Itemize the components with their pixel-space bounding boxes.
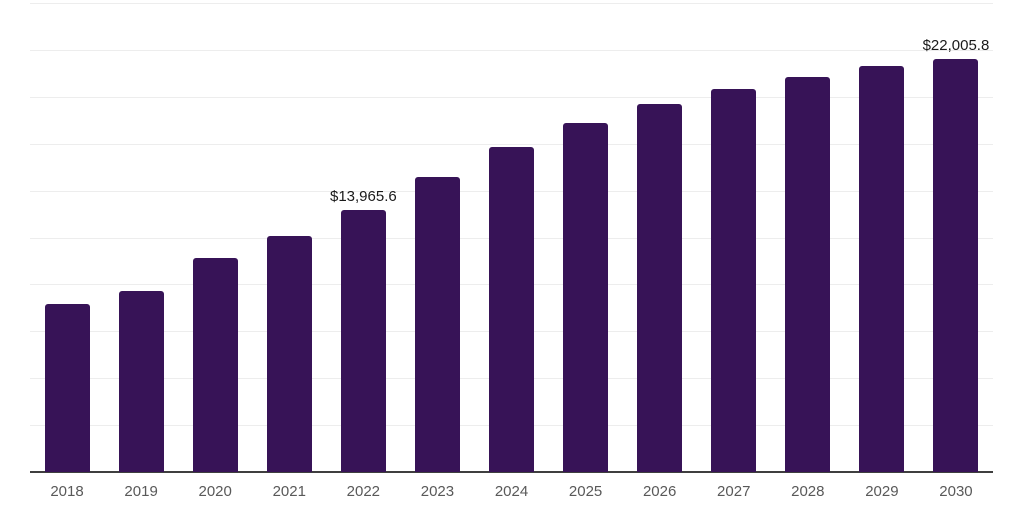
x-tick-label-2021: 2021	[272, 483, 306, 500]
x-tick-label-2028: 2028	[791, 483, 825, 500]
x-axis-labels: 2018 2019 2020 2021 2022 2023 2024 2025 2026 2027…	[30, 481, 993, 503]
x-tick-label-2023: 2023	[420, 483, 455, 500]
gridline	[30, 49, 993, 51]
gridline	[30, 96, 993, 98]
x-tick-label-2030: 2030	[939, 483, 973, 500]
bar-2025[interactable]	[563, 123, 609, 472]
x-tick-label-2027: 2027	[717, 483, 751, 500]
bar-2020[interactable]	[192, 258, 238, 472]
value-label-2022: $13,965.6	[329, 188, 397, 206]
x-tick-label-2018: 2018	[50, 483, 84, 500]
bar-2024[interactable]	[489, 147, 534, 472]
bar-2021[interactable]	[266, 236, 312, 472]
bar-2019[interactable]	[118, 291, 164, 472]
x-tick-label-2019: 2019	[124, 483, 158, 500]
bar-2027[interactable]	[711, 89, 757, 472]
bar-2026[interactable]	[637, 104, 683, 472]
bar-2028[interactable]	[785, 76, 831, 472]
gridline	[30, 143, 993, 145]
bar-2018[interactable]	[44, 304, 90, 472]
value-label-2030: $22,005.8	[922, 37, 990, 55]
x-tick-label-2022: 2022	[346, 483, 381, 500]
x-tick-label-2029: 2029	[865, 483, 899, 500]
plot-area: $13,965.6 $22,005.8	[30, 3, 993, 473]
gridline	[30, 3, 993, 4]
x-tick-label-2026: 2026	[642, 483, 677, 500]
x-tick-label-2024: 2024	[494, 483, 529, 500]
x-tick-label-2020: 2020	[198, 483, 232, 500]
x-tick-label-2025: 2025	[568, 483, 603, 500]
bar-2030[interactable]	[933, 59, 979, 472]
bar-2023[interactable]	[414, 176, 460, 472]
x-axis-line	[30, 471, 993, 473]
bar-2022[interactable]	[340, 210, 386, 472]
bar-2029[interactable]	[859, 65, 905, 472]
